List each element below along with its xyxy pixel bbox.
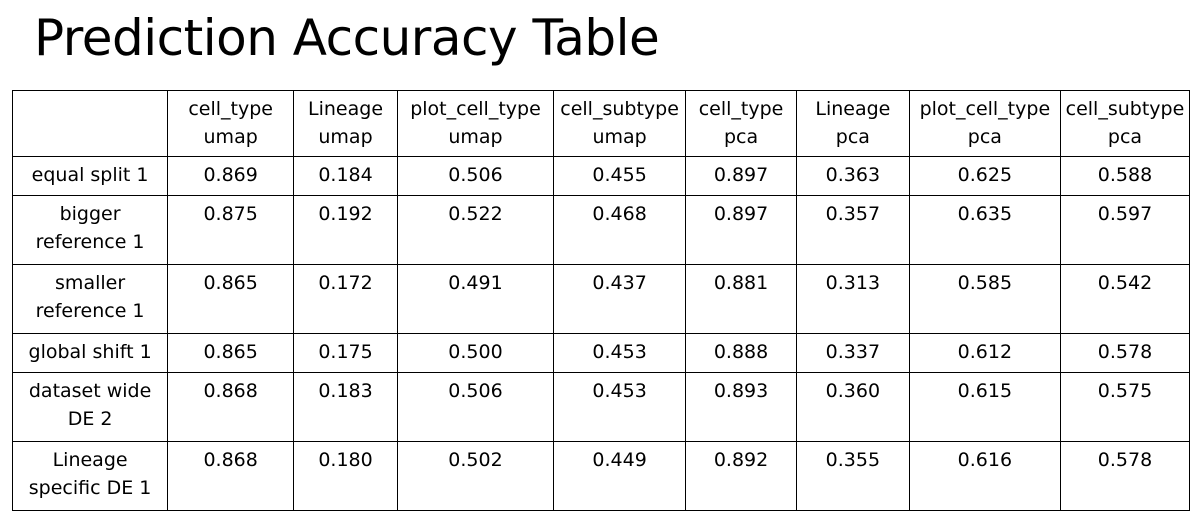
- table-cell: 0.357: [795, 195, 910, 265]
- table-cell: 0.313: [795, 264, 910, 334]
- table-cell: 0.180: [293, 441, 398, 511]
- table-cell: 0.522: [396, 195, 555, 265]
- row-label: global shift 1: [11, 333, 169, 373]
- table-cell: 0.881: [685, 264, 797, 334]
- table-cell: 0.500: [396, 333, 555, 373]
- accuracy-table: cell_type umap Lineage umap plot_cell_type…: [11, 90, 1191, 511]
- table-cell: 0.175: [293, 333, 398, 373]
- column-header: plot_cell_type umap: [396, 90, 555, 157]
- table-cell: 0.502: [396, 441, 555, 511]
- table-cell: 0.575: [1059, 372, 1191, 442]
- table-cell: 0.455: [553, 156, 687, 196]
- column-header: Lineage pca: [795, 90, 910, 157]
- row-label: bigger reference 1: [11, 195, 169, 265]
- table-cell: 0.625: [908, 156, 1061, 196]
- table-row: smaller reference 1 0.865 0.172 0.491 0.4…: [11, 264, 1191, 334]
- table-cell: 0.360: [795, 372, 910, 442]
- row-label: Lineage specific DE 1: [11, 441, 169, 511]
- table-cell: 0.892: [685, 441, 797, 511]
- table-cell: 0.897: [685, 195, 797, 265]
- table-cell: 0.875: [167, 195, 295, 265]
- table-cell: 0.897: [685, 156, 797, 196]
- table-cell: 0.453: [553, 333, 687, 373]
- table-cell: 0.597: [1059, 195, 1191, 265]
- table-header-row: cell_type umap Lineage umap plot_cell_type…: [11, 90, 1191, 157]
- table-cell: 0.542: [1059, 264, 1191, 334]
- table-cell: 0.449: [553, 441, 687, 511]
- table-cell: 0.588: [1059, 156, 1191, 196]
- table-cell: 0.453: [553, 372, 687, 442]
- table-cell: 0.578: [1059, 441, 1191, 511]
- column-header: cell_subtype pca: [1059, 90, 1191, 157]
- table-row: bigger reference 1 0.875 0.192 0.522 0.46…: [11, 195, 1191, 265]
- table-row: Lineage specific DE 1 0.868 0.180 0.502 0…: [11, 441, 1191, 511]
- table-cell: 0.506: [396, 372, 555, 442]
- row-label: equal split 1: [11, 156, 169, 196]
- row-label: smaller reference 1: [11, 264, 169, 334]
- table-cell: 0.183: [293, 372, 398, 442]
- table-cell: 0.868: [167, 372, 295, 442]
- table-cell: 0.616: [908, 441, 1061, 511]
- table-cell: 0.578: [1059, 333, 1191, 373]
- column-header: cell_type umap: [167, 90, 295, 157]
- page-title: Prediction Accuracy Table: [34, 9, 660, 67]
- table-row: equal split 1 0.869 0.184 0.506 0.455 0.…: [11, 156, 1191, 196]
- table-cell: 0.868: [167, 441, 295, 511]
- table-cell: 0.437: [553, 264, 687, 334]
- table-cell: 0.491: [396, 264, 555, 334]
- table-cell: 0.192: [293, 195, 398, 265]
- table-cell: 0.865: [167, 333, 295, 373]
- column-header: cell_subtype umap: [553, 90, 687, 157]
- table-cell: 0.363: [795, 156, 910, 196]
- table-cell: 0.612: [908, 333, 1061, 373]
- table-cell: 0.585: [908, 264, 1061, 334]
- header-corner-cell: [11, 90, 169, 157]
- table-cell: 0.172: [293, 264, 398, 334]
- table-cell: 0.184: [293, 156, 398, 196]
- table-cell: 0.635: [908, 195, 1061, 265]
- table-cell: 0.869: [167, 156, 295, 196]
- table-cell: 0.888: [685, 333, 797, 373]
- table-cell: 0.355: [795, 441, 910, 511]
- table-cell: 0.865: [167, 264, 295, 334]
- column-header: Lineage umap: [293, 90, 398, 157]
- table-cell: 0.506: [396, 156, 555, 196]
- table-row: dataset wide DE 2 0.868 0.183 0.506 0.453…: [11, 372, 1191, 442]
- column-header: cell_type pca: [685, 90, 797, 157]
- row-label: dataset wide DE 2: [11, 372, 169, 442]
- table-cell: 0.337: [795, 333, 910, 373]
- table-cell: 0.893: [685, 372, 797, 442]
- table-cell: 0.468: [553, 195, 687, 265]
- table-row: global shift 1 0.865 0.175 0.500 0.453 0…: [11, 333, 1191, 373]
- column-header: plot_cell_type pca: [908, 90, 1061, 157]
- table-cell: 0.615: [908, 372, 1061, 442]
